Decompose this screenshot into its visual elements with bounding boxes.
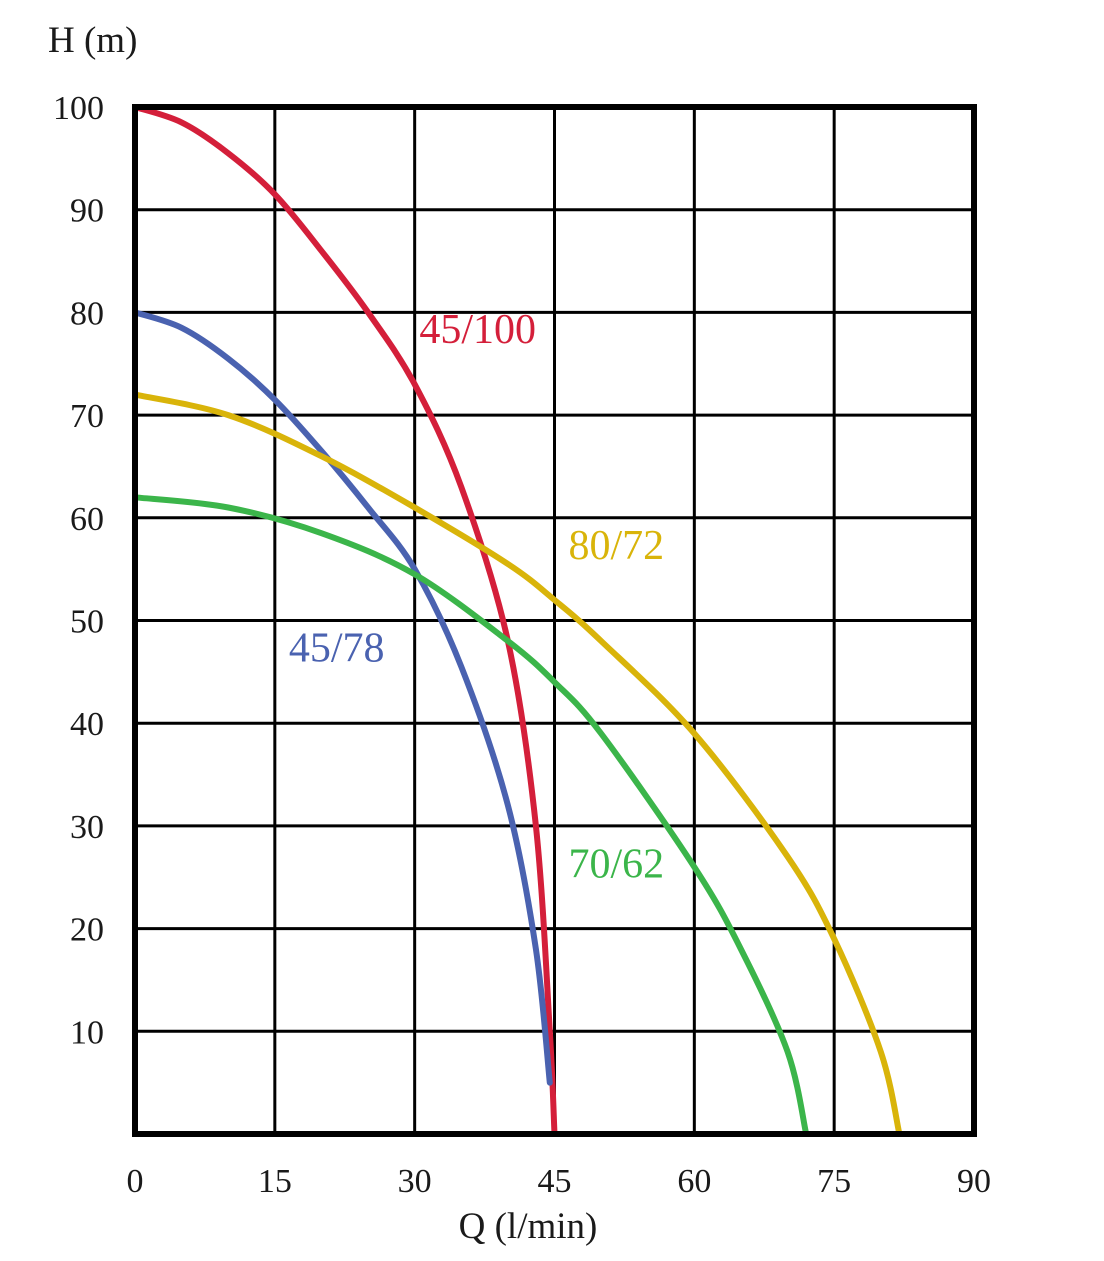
x-tick-label: 90 (957, 1163, 991, 1200)
series-label-45-100: 45/100 (419, 307, 536, 353)
x-tick-label: 45 (538, 1163, 572, 1200)
x-tick-label: 60 (677, 1163, 711, 1200)
y-tick-label: 60 (70, 501, 104, 538)
plot-frame (132, 104, 977, 1137)
series-label-80-72: 80/72 (568, 523, 664, 569)
curve-45-100 (132, 104, 558, 1137)
x-tick-label: 30 (398, 1163, 432, 1200)
curve-45-78 (132, 309, 553, 1086)
y-tick-label: 20 (70, 912, 104, 949)
series-labels: 45/100 45/78 80/72 70/62 (289, 307, 664, 887)
x-axis-title: Q (l/min) (459, 1206, 598, 1247)
grid (135, 107, 974, 1134)
x-tick-label: 75 (817, 1163, 851, 1200)
y-tick-label: 90 (70, 193, 104, 230)
y-tick-label: 70 (70, 398, 104, 435)
x-tick-label: 15 (258, 1163, 292, 1200)
series-label-70-62: 70/62 (568, 841, 664, 887)
series-label-45-78: 45/78 (289, 626, 385, 672)
y-axis-title: H (m) (48, 20, 137, 61)
y-tick-label: 40 (70, 706, 104, 743)
x-tick-label: 0 (127, 1163, 144, 1200)
curves (132, 104, 903, 1137)
plot-frame-layer (132, 104, 977, 1137)
y-tick-label: 100 (53, 90, 104, 127)
curve-80-72 (132, 391, 903, 1137)
curve-70-62 (132, 494, 810, 1137)
y-tick-label: 80 (70, 295, 104, 332)
tick-labels: 0 15 30 45 60 75 90 10 20 30 40 50 60 70 80 90 100 (53, 90, 991, 1200)
y-tick-label: 30 (70, 809, 104, 846)
y-tick-label: 10 (70, 1014, 104, 1051)
y-tick-label: 50 (70, 604, 104, 641)
